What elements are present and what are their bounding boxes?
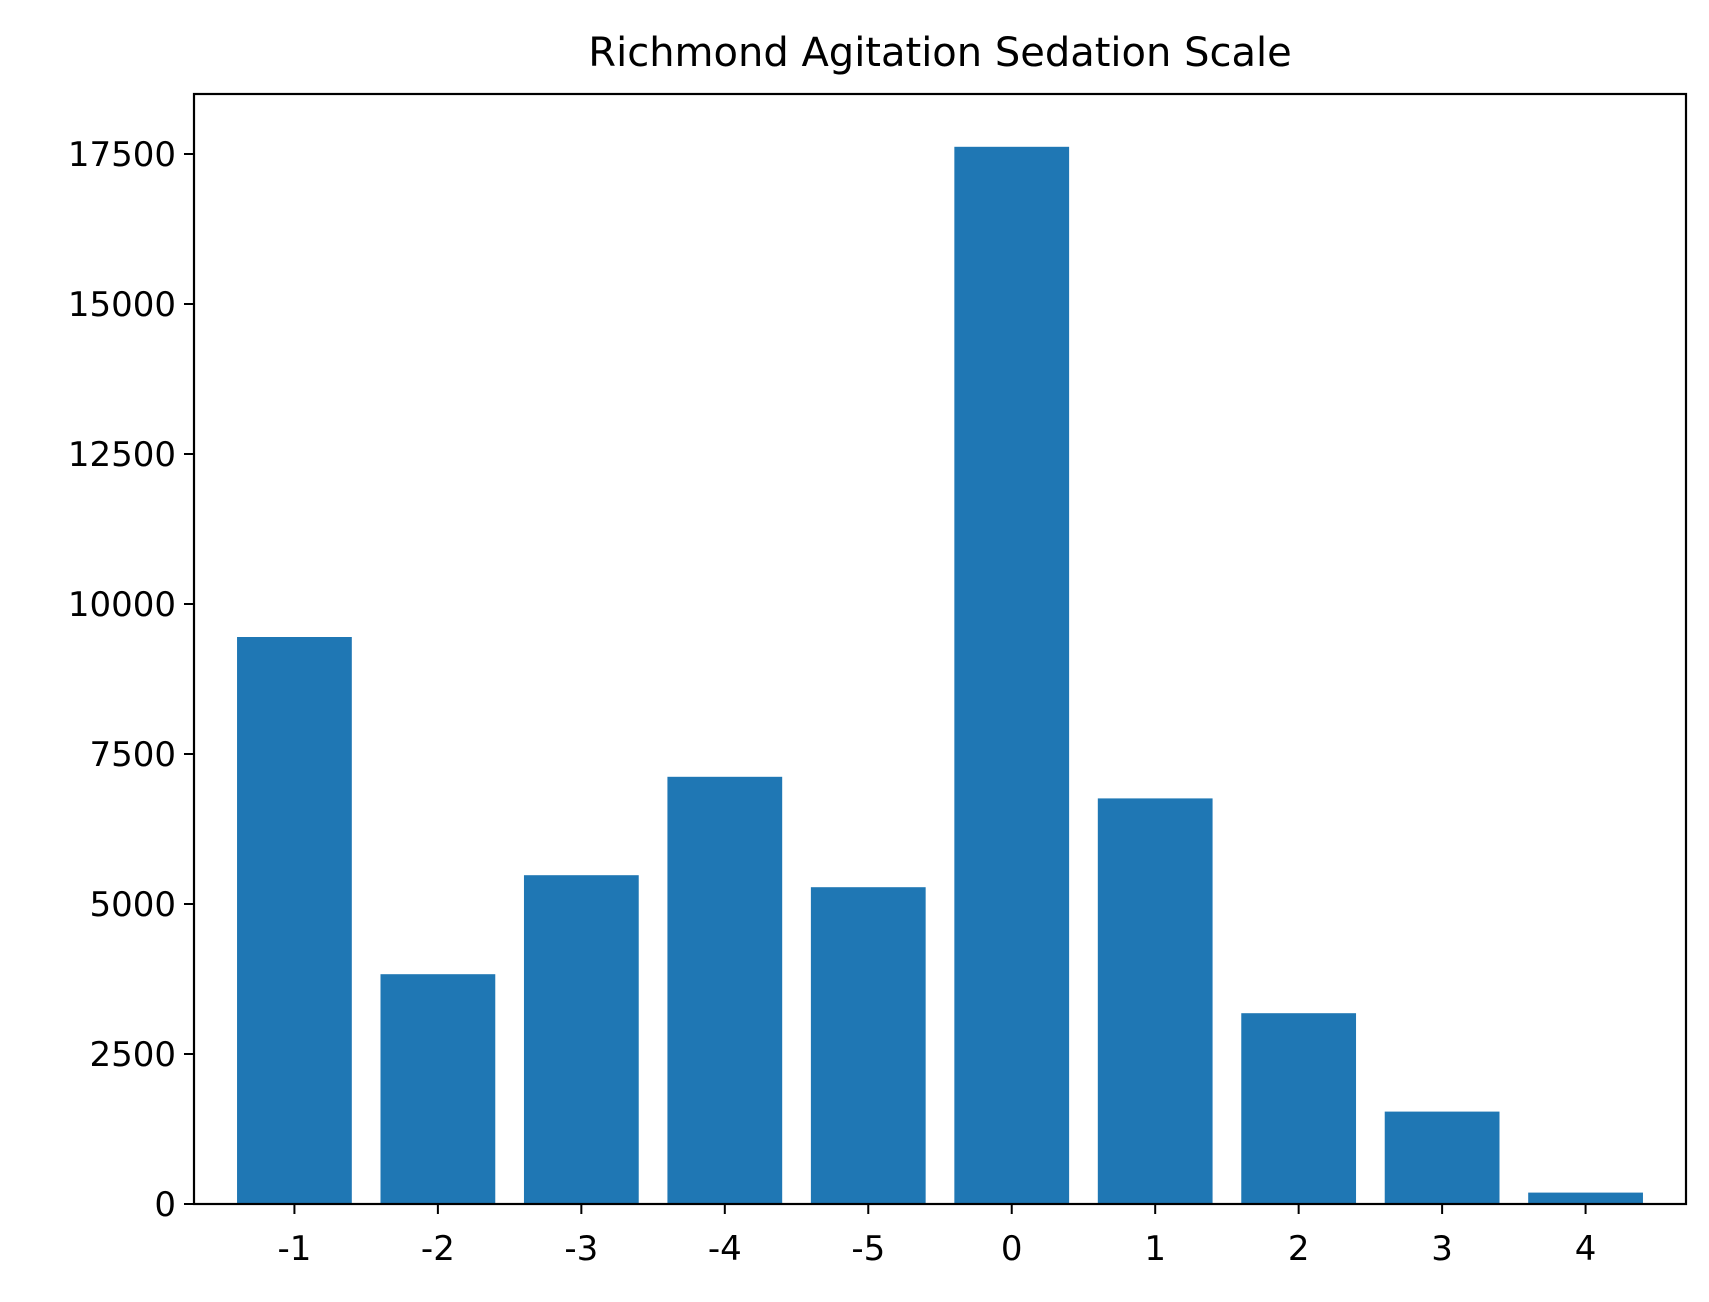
y-tick-label: 5000 bbox=[89, 885, 176, 925]
bar--5 bbox=[810, 887, 926, 1204]
bar-1 bbox=[1097, 798, 1213, 1204]
x-tick-label: -2 bbox=[421, 1229, 455, 1269]
bar--3 bbox=[523, 875, 639, 1204]
bar-2 bbox=[1241, 1013, 1357, 1204]
bar-4 bbox=[1528, 1192, 1643, 1204]
x-tick-label: -3 bbox=[564, 1229, 598, 1269]
bar-0 bbox=[954, 146, 1070, 1204]
x-tick-label: 0 bbox=[1001, 1229, 1023, 1269]
x-tick-label: 2 bbox=[1288, 1229, 1310, 1269]
y-tick-label: 17500 bbox=[68, 135, 176, 175]
x-axis: -1 -2 -3 -4 -5 0 1 2 3 4 bbox=[277, 1204, 1596, 1269]
bar--2 bbox=[380, 974, 496, 1204]
y-tick-label: 7500 bbox=[89, 735, 176, 775]
y-tick-label: 2500 bbox=[89, 1035, 176, 1075]
bar-3 bbox=[1384, 1111, 1500, 1204]
y-axis: 0 2500 5000 7500 10000 12500 15000 17500 bbox=[68, 135, 194, 1225]
bars-group bbox=[237, 146, 1643, 1204]
x-tick-label: 4 bbox=[1575, 1229, 1597, 1269]
x-tick-label: 1 bbox=[1144, 1229, 1166, 1269]
x-tick-label: -4 bbox=[708, 1229, 742, 1269]
x-tick-label: -5 bbox=[851, 1229, 885, 1269]
plot-frame bbox=[192, 92, 1688, 1206]
bar--4 bbox=[667, 776, 783, 1204]
x-tick-label: -1 bbox=[277, 1229, 311, 1269]
y-tick-label: 0 bbox=[154, 1185, 176, 1225]
bar--1 bbox=[237, 637, 352, 1204]
y-tick-label: 12500 bbox=[68, 435, 176, 475]
y-tick-label: 10000 bbox=[68, 585, 176, 625]
y-tick-label: 15000 bbox=[68, 285, 176, 325]
x-tick-label: 3 bbox=[1431, 1229, 1453, 1269]
chart-title: Richmond Agitation Sedation Scale bbox=[588, 30, 1291, 76]
